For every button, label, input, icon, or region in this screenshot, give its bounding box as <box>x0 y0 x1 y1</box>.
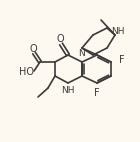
Text: F: F <box>119 55 125 65</box>
Text: N: N <box>78 49 85 58</box>
Text: O: O <box>56 34 64 44</box>
Text: O: O <box>29 44 37 54</box>
Text: F: F <box>94 88 100 98</box>
Text: NH: NH <box>111 27 125 36</box>
Text: NH: NH <box>61 85 75 94</box>
Text: HO: HO <box>19 67 34 77</box>
